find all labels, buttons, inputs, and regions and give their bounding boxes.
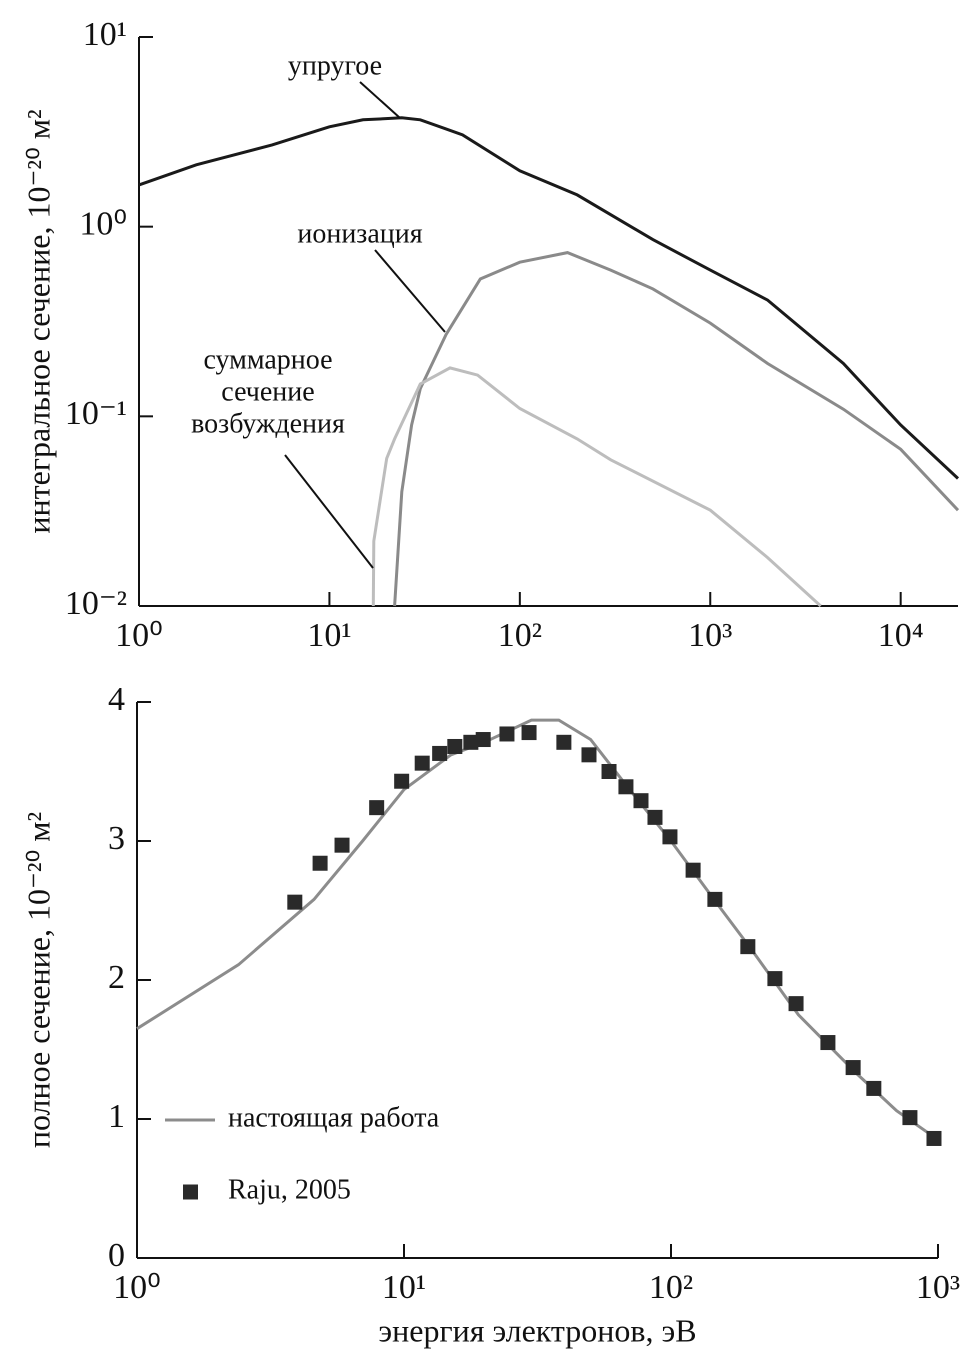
data-point: [312, 855, 328, 871]
x-tick-label: 10³: [688, 617, 732, 654]
data-point: [394, 773, 410, 789]
data-point: [499, 726, 515, 742]
data-point: [475, 732, 491, 748]
series-line: [371, 366, 822, 608]
y-tick-label: 0: [108, 1237, 125, 1274]
x-tick-label: 10⁰: [113, 1269, 161, 1306]
legend-marker: [183, 1184, 198, 1200]
data-point: [647, 809, 663, 825]
y-tick-label: 3: [108, 820, 125, 857]
data-point: [685, 862, 701, 878]
data-point: [447, 738, 463, 754]
annotation: упругое: [288, 50, 382, 81]
leader-line: [359, 81, 401, 119]
legend-label: Raju, 2005: [228, 1174, 351, 1205]
data-point: [866, 1080, 882, 1096]
legend-label: настоящая работа: [228, 1102, 440, 1133]
data-point: [740, 939, 756, 955]
data-point: [662, 829, 678, 845]
data-point: [707, 891, 723, 907]
data-point: [521, 725, 537, 741]
x-tick-label: 10³: [916, 1269, 960, 1306]
data-point: [820, 1035, 836, 1051]
y-tick-label: 10⁻²: [65, 585, 127, 622]
data-point: [334, 837, 350, 853]
annotation: суммарное: [203, 344, 332, 375]
y-tick-label: 2: [108, 959, 125, 996]
annotation: ионизация: [297, 218, 422, 249]
data-point: [601, 764, 617, 779]
y-axis-title: интегральное сечение, 10⁻²⁰ м²: [20, 109, 56, 533]
data-point: [845, 1060, 861, 1076]
x-tick-label: 10⁰: [115, 617, 163, 654]
annotation: сечение: [221, 376, 314, 407]
data-point: [556, 734, 572, 750]
leader-line: [284, 454, 374, 569]
annotation: возбуждения: [191, 408, 345, 439]
data-point: [788, 996, 804, 1012]
y-tick-label: 10⁻¹: [65, 395, 127, 432]
series-line: [393, 251, 960, 607]
data-point: [633, 793, 649, 809]
series-line: [136, 718, 939, 1142]
y-tick-label: 1: [108, 1098, 125, 1135]
x-tick-label: 10²: [649, 1269, 693, 1306]
x-tick-label: 10⁴: [878, 617, 924, 654]
data-point: [767, 971, 783, 987]
y-tick-label: 10¹: [83, 16, 127, 53]
leader-line: [374, 249, 446, 333]
y-tick-label: 10⁰: [79, 205, 127, 242]
data-point: [463, 734, 479, 750]
data-point: [926, 1130, 942, 1146]
data-point: [618, 779, 634, 795]
data-point: [902, 1110, 918, 1126]
data-point: [369, 800, 385, 816]
y-tick-label: 4: [108, 681, 125, 718]
data-point: [432, 745, 448, 761]
data-point: [414, 755, 430, 771]
x-tick-label: 10²: [498, 617, 542, 654]
series-line: [138, 116, 960, 480]
data-point: [287, 894, 303, 910]
x-axis-title: энергия электронов, эВ: [378, 1312, 696, 1348]
data-point: [581, 747, 597, 763]
y-axis-title: полное сечение, 10⁻²⁰ м²: [20, 812, 56, 1148]
x-tick-label: 10¹: [382, 1269, 426, 1306]
x-tick-label: 10¹: [307, 617, 351, 654]
